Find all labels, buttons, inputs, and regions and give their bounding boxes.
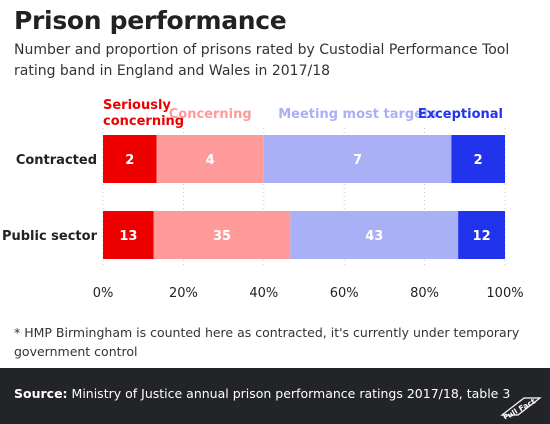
bar-segment-public-sector-seriously-concerning [103,211,154,259]
category-label-public-sector: Public sector [2,229,98,244]
x-axis-ticks: 0% 20% 40% 60% 80% 100% [93,286,524,301]
chart-subtitle: Number and proportion of prisons rated b… [14,42,510,79]
source-detail: Ministry of Justice annual prison perfor… [71,386,511,401]
bar-segment-public-sector-concerning [153,211,291,259]
legend-item-exceptional: Exceptional [418,107,503,122]
bar-segment-contracted-concerning [156,135,264,183]
data-label: 43 [365,229,383,244]
svg-text:Full Fact: Full Fact [502,396,538,419]
legend-item-concerning: Concerning [169,107,252,122]
data-label: 13 [119,229,137,244]
bar-segment-public-sector-exceptional [458,211,505,259]
bar-segment-contracted-seriously-concerning [103,135,157,183]
x-tick-label: 40% [249,286,278,301]
source-label: Source: [14,386,68,401]
bar-segment-public-sector-meeting-most-targets [290,211,459,259]
x-tick-label: 20% [169,286,198,301]
category-labels: Contracted Public sector [2,153,98,244]
source-bar: Source: Ministry of Justice annual priso… [0,368,550,424]
x-tick-label: 60% [330,286,359,301]
bar-segment-contracted-exceptional [451,135,505,183]
legend-item-seriously-concerning: Seriously concerning [103,98,184,129]
bar-segment-contracted-meeting-most-targets [263,135,452,183]
data-label: 4 [206,153,215,168]
source-text: Source: Ministry of Justice annual priso… [14,386,510,401]
data-label: 2 [474,153,483,168]
footnote: * HMP Birmingham is counted here as cont… [14,325,520,359]
full-fact-logo-icon: Full Fact [500,396,542,419]
data-label: 7 [353,153,362,168]
bars: 2 4 7 2 13 35 43 12 [103,135,505,259]
gridlines [102,128,506,266]
data-label: 2 [125,153,134,168]
x-tick-label: 80% [410,286,439,301]
chart-title: Prison performance [14,6,287,35]
data-label: 35 [213,229,231,244]
x-tick-label: 100% [486,286,523,301]
x-tick-label: 0% [93,286,114,301]
legend-item-meeting-most-targets: Meeting most targets [278,107,437,122]
category-label-contracted: Contracted [16,153,97,168]
data-label: 12 [473,229,491,244]
